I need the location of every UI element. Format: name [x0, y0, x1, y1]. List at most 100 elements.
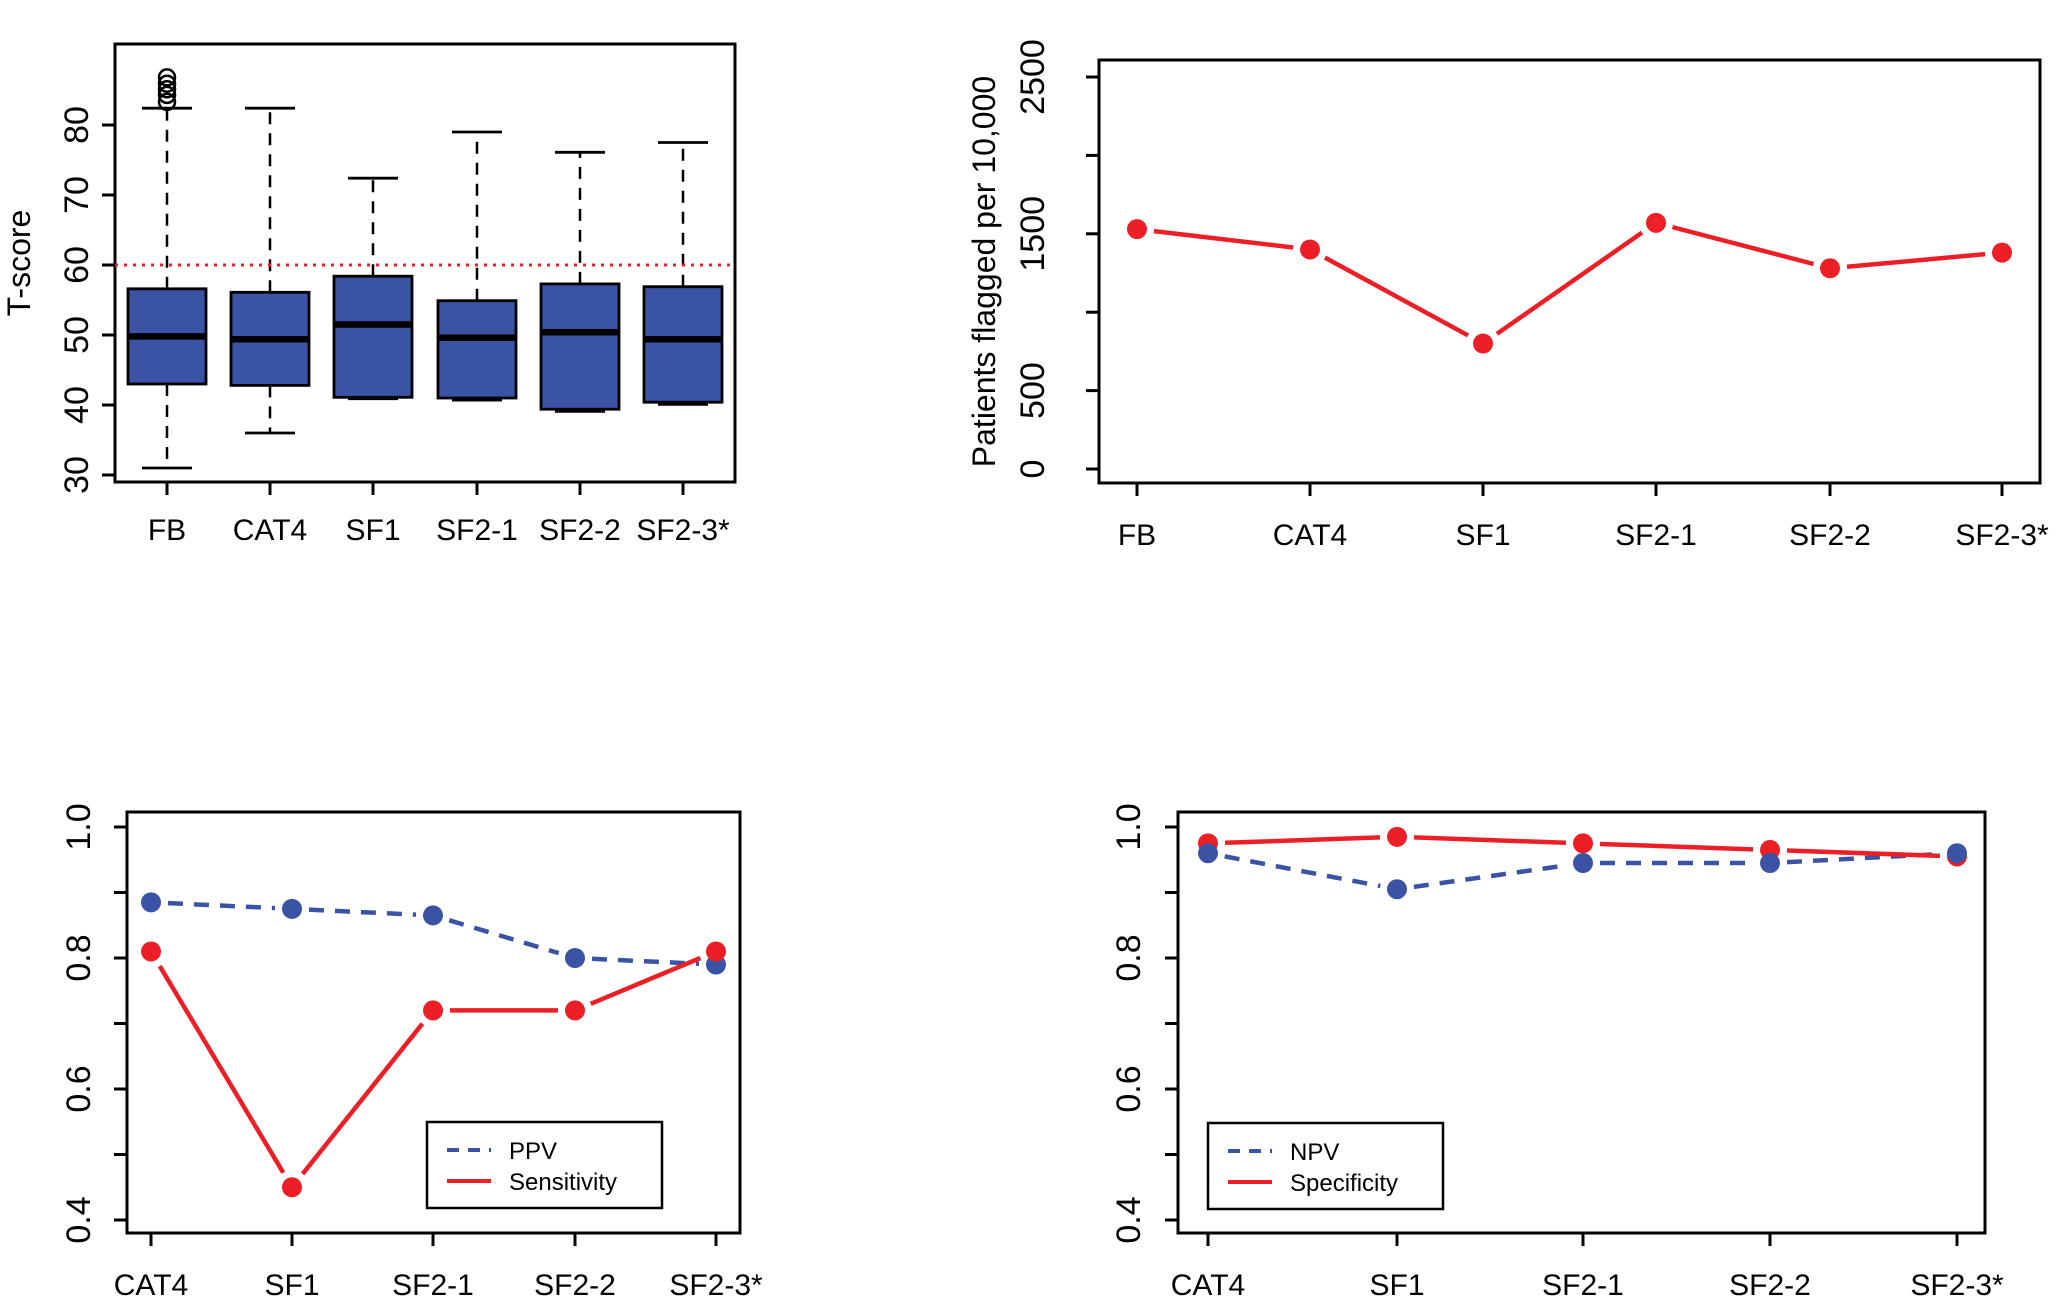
series-line-Specificity [1599, 841, 1754, 852]
series-line-Patients flagged [1153, 228, 1294, 250]
x-tick-label: SF2-3* [669, 1269, 763, 1302]
x-tick-label: SF2-3* [636, 514, 730, 547]
series-line-Sensitivity [300, 1022, 425, 1176]
point-Sensitivity-3 [565, 1000, 585, 1021]
y-tick-label: 0.4 [1110, 1196, 1148, 1243]
y-tick-label: 30 [58, 456, 96, 494]
point-Sensitivity-2 [423, 1000, 443, 1021]
y-tick-label: 0.4 [60, 1196, 98, 1243]
legend-label-Sensitivity: Sensitivity [509, 1169, 617, 1196]
y-tick-label: 2500 [1014, 39, 1052, 115]
x-tick-label: SF2-1 [1615, 519, 1697, 552]
series-line-PPV [591, 956, 700, 967]
box-SF1 [332, 274, 414, 399]
plot-frame [113, 42, 737, 484]
legend-box [1206, 1121, 1445, 1211]
y-tick-label: 40 [58, 386, 96, 424]
y-tick-label: 0.8 [60, 934, 98, 981]
panel-tscore-boxplot: 30 40 50 60 70 80 FB CAT4 SF1 SF2-1 SF2-2 SF2-3* T-s… [0, 0, 1028, 655]
y-tick-label: 70 [58, 176, 96, 214]
legend-label-Specificity: Specificity [1290, 1170, 1398, 1197]
y-tick-label: 50 [58, 316, 96, 354]
y-axis-title: Patients flagged per 10,000 [966, 76, 1002, 467]
point-PPV-2 [423, 905, 443, 926]
series-line-NPV [1413, 863, 1567, 890]
legend-label-PPV: PPV [509, 1138, 557, 1165]
series-line-Sensitivity [589, 955, 702, 1006]
panel-npv-specificity: 0.4 0.6 0.8 1.0 CAT4 SF1 SF2-1 SF2-2 SF2-3* NPV Sp… [1028, 655, 2056, 1310]
x-tick-label: CAT4 [114, 1269, 188, 1302]
series-line-PPV [308, 907, 417, 917]
point-NPV-0 [1198, 843, 1218, 864]
y-tick-label: 0.6 [1110, 1065, 1148, 1112]
point-Specificity-1 [1387, 826, 1407, 847]
point-Sensitivity-1 [282, 1177, 302, 1198]
series-line-NPV [1224, 854, 1381, 889]
y-axis-title: T-score [1, 210, 37, 317]
point-Patients flagged-2 [1473, 333, 1493, 354]
y-tick-label: 500 [1014, 362, 1052, 419]
point-Patients flagged-4 [1820, 258, 1840, 279]
x-tick-label: SF2-2 [1789, 519, 1871, 552]
y-tick-label: 0.8 [1110, 934, 1148, 981]
x-tick-label: CAT4 [1273, 519, 1347, 552]
y-tick-label: 60 [58, 246, 96, 284]
point-PPV-1 [282, 898, 302, 919]
point-Sensitivity-4 [706, 941, 726, 962]
x-tick-label: SF1 [264, 1269, 319, 1302]
series-line-Patients flagged [1671, 224, 1815, 267]
y-tick-label: 1500 [1014, 196, 1052, 272]
outlier-point [157, 74, 177, 93]
x-tick-label: SF2-1 [392, 1269, 474, 1302]
outlier-point [157, 80, 177, 99]
x-tick-label: SF2-2 [1729, 1269, 1811, 1302]
panel-ppv-sensitivity: 0.4 0.6 0.8 1.0 CAT4 SF1 SF2-1 SF2-2 SF2-3* PPV Se… [0, 655, 1028, 1310]
series-line-Patients flagged [1323, 255, 1470, 338]
legend-label-NPV: NPV [1290, 1139, 1339, 1166]
point-NPV-2 [1573, 853, 1593, 874]
x-tick-label: SF2-1 [1542, 1269, 1624, 1302]
x-tick-label: FB [1118, 519, 1156, 552]
outlier-point [157, 68, 177, 87]
x-tick-label: SF2-1 [436, 514, 518, 547]
series-line-Specificity [1224, 835, 1381, 846]
legend-box [425, 1120, 664, 1210]
point-NPV-1 [1387, 879, 1407, 900]
series-line-Patients flagged [1846, 251, 1986, 269]
y-tick-label: 0.6 [60, 1065, 98, 1112]
box-SF2-3* [642, 285, 724, 404]
point-NPV-4 [1947, 843, 1967, 864]
tscore-boxplot-chart: 30 40 50 60 70 80 FB CAT4 SF1 SF2-1 SF2-2 SF2-3* T-s… [1, 42, 737, 547]
series-line-Patients flagged [1495, 230, 1644, 336]
x-tick-label: SF1 [345, 514, 400, 547]
box-SF2-2 [539, 282, 621, 411]
x-tick-label: SF2-3* [1910, 1269, 2004, 1302]
series-line-PPV [448, 918, 560, 956]
point-Patients flagged-1 [1300, 239, 1320, 260]
panel-patients-flagged: 0 500 1500 2500 FB CAT4 SF1 SF2-1 SF2-2 SF2-3* Pat… [966, 0, 2056, 655]
x-tick-label: SF2-2 [534, 1269, 616, 1302]
x-tick-label: SF1 [1369, 1269, 1424, 1302]
point-PPV-3 [565, 948, 585, 968]
series-line-Sensitivity [157, 964, 286, 1174]
npv-specificity-chart: 0.4 0.6 0.8 1.0 CAT4 SF1 SF2-1 SF2-2 SF2-3* NPV Sp… [1110, 803, 2004, 1302]
y-tick-label: 80 [58, 106, 96, 144]
box-SF2-1 [436, 299, 518, 400]
patients-flagged-chart: 0 500 1500 2500 FB CAT4 SF1 SF2-1 SF2-2 SF2-3* Pat… [966, 39, 2049, 552]
x-tick-label: SF2-3* [1955, 519, 2049, 552]
x-tick-label: CAT4 [1171, 1269, 1245, 1302]
outlier-point [157, 85, 177, 105]
outlier-point [157, 92, 177, 112]
point-Specificity-2 [1573, 833, 1593, 854]
x-tick-label: SF1 [1455, 519, 1510, 552]
plot-frame [1097, 58, 2042, 485]
point-NPV-3 [1760, 853, 1780, 874]
point-Patients flagged-0 [1127, 219, 1147, 240]
x-tick-label: FB [148, 514, 186, 547]
x-tick-label: SF2-2 [539, 514, 621, 547]
x-tick-label: CAT4 [233, 514, 307, 547]
y-tick-label: 0 [1014, 460, 1052, 479]
ppv-sensitivity-chart: 0.4 0.6 0.8 1.0 CAT4 SF1 SF2-1 SF2-2 SF2-3* PPV Se… [60, 803, 763, 1302]
point-Sensitivity-0 [141, 941, 161, 962]
